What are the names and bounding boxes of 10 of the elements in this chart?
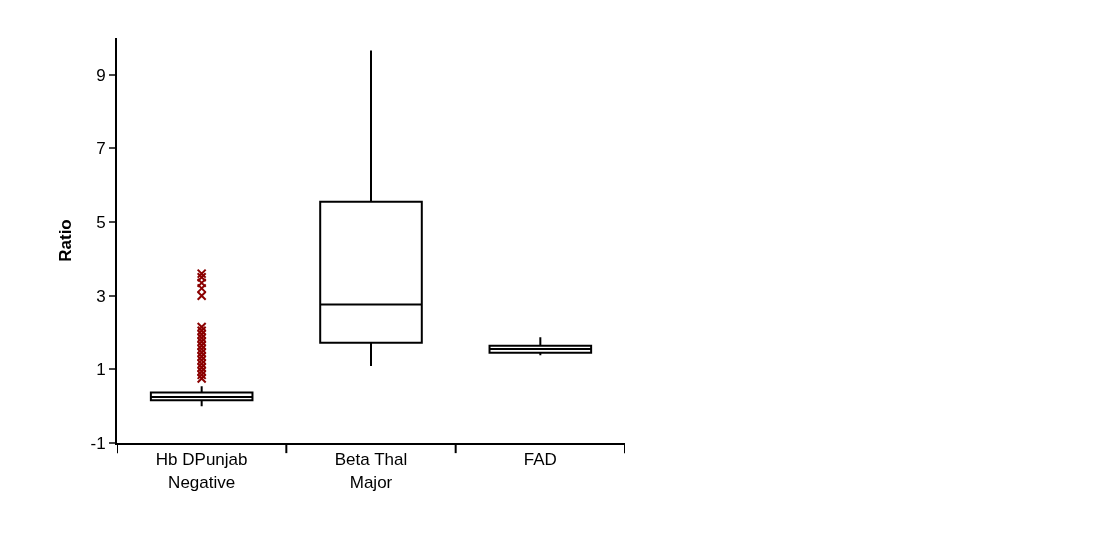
x-tick-label: Beta Thal Major — [334, 450, 408, 492]
y-tick-label: 9 — [96, 65, 106, 85]
y-tick-label: 5 — [96, 213, 106, 233]
x-tick-label: Hb DPunjab Negative — [155, 450, 248, 492]
x-tick-label: FAD — [523, 450, 557, 470]
y-tick-label: 1 — [96, 360, 106, 380]
y-tick-label: -1 — [90, 433, 106, 453]
y-tick-label: 7 — [96, 139, 106, 159]
y-axis-title: Ratio — [55, 219, 75, 262]
y-tick-label: 3 — [96, 286, 106, 306]
